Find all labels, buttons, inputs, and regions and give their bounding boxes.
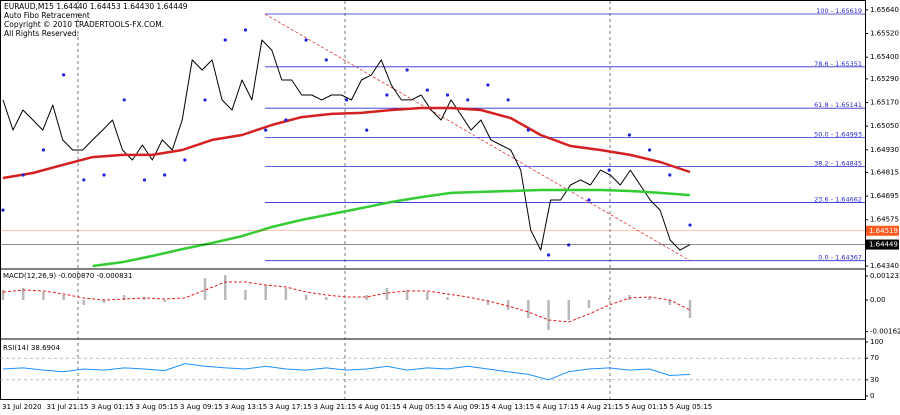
sar-dot: [627, 133, 631, 137]
time-label: 3 Aug 17:15: [269, 403, 312, 411]
fibo-label: 61.8 - 1.65141: [814, 101, 862, 109]
panel-title: MACD(12,26,9) -0.000870 -0.000831: [3, 272, 132, 280]
sar-dot: [587, 198, 591, 202]
y-tick-label: 1.65520: [870, 30, 899, 38]
sar-dot: [41, 148, 46, 152]
sar-dot: [688, 223, 692, 227]
sar-dot: [324, 58, 328, 62]
y-tick-label: 1.65170: [870, 98, 899, 106]
time-label: 4 Aug 09:15: [447, 403, 490, 411]
y-tick-label: 1.64930: [870, 146, 899, 154]
fibo-label: 100 - 1.65619: [816, 7, 862, 15]
sar-dot: [425, 88, 429, 92]
sar-dot: [223, 38, 227, 42]
series-line: [2, 363, 691, 381]
info-text: All Rights Reserved.: [4, 29, 79, 38]
y-tick-label: 1.64340: [870, 262, 899, 270]
sar-dot: [486, 83, 490, 87]
sar-dot: [102, 173, 106, 177]
y-tick-label: 1.65290: [870, 75, 899, 83]
time-label: 4 Aug 13:15: [492, 403, 535, 411]
y-tick-label: 1.64695: [870, 192, 899, 200]
frame: [0, 0, 866, 400]
info-text: Auto Fibo Retracement: [4, 11, 90, 20]
time-label: 4 Aug 05:15: [403, 403, 446, 411]
sar-dot: [21, 173, 25, 177]
price-box: [866, 225, 899, 236]
fibo-label: 23.6 - 1.64662: [814, 196, 862, 204]
y-tick-label: -0.001621: [870, 328, 900, 336]
price-box-label: 1.64519: [869, 227, 898, 235]
sar-dot: [304, 38, 308, 42]
sar-dot: [506, 98, 510, 102]
time-label: 31 Jul 2020: [2, 403, 42, 411]
sar-dot: [385, 93, 389, 97]
sar-dot: [567, 243, 571, 247]
time-label: 4 Aug 01:15: [358, 403, 401, 411]
sar-dot: [284, 118, 288, 122]
sar-dot: [163, 173, 167, 177]
price-box: [866, 239, 899, 250]
time-label: 5 Aug 05:15: [670, 403, 713, 411]
fibo-label: 78.6 - 1.65351: [814, 60, 862, 68]
sar-dot: [183, 158, 187, 162]
sar-dot: [203, 98, 207, 102]
sar-dot: [142, 178, 147, 182]
time-label: 3 Aug 21:15: [314, 403, 357, 411]
sar-dot: [445, 93, 450, 97]
time-label: 4 Aug 17:15: [536, 403, 579, 411]
y-tick-label: 70: [870, 354, 879, 362]
sar-dot: [243, 28, 248, 32]
time-label: 3 Aug 13:15: [225, 403, 268, 411]
time-label: 3 Aug 05:15: [136, 403, 179, 411]
sar-dot: [546, 253, 551, 257]
sar-dot: [344, 98, 349, 102]
y-tick-label: 30: [870, 376, 879, 384]
time-label: 3 Aug 01:15: [91, 403, 134, 411]
sar-dot: [264, 128, 268, 132]
time-label: 5 Aug 01:15: [625, 403, 668, 411]
time-label: 3 Aug 09:15: [180, 403, 223, 411]
time-label: 31 Jul 21:15: [47, 403, 89, 411]
y-tick-label: 100: [870, 338, 883, 346]
sar-dot: [405, 68, 409, 72]
sar-dot: [647, 148, 652, 152]
series-line: [2, 281, 691, 323]
fibo-label: 38.2 - 1.64845: [814, 160, 862, 168]
sar-dot: [82, 178, 86, 182]
time-label: 4 Aug 21:15: [581, 403, 624, 411]
fibo-label: 50.0 - 1.64993: [814, 130, 862, 138]
series-line: [2, 39, 691, 251]
sar-dot: [607, 168, 611, 172]
sar-dot: [1, 208, 5, 212]
y-tick-label: 1.65640: [870, 6, 899, 14]
y-tick-label: 1.65050: [870, 122, 899, 130]
sar-dot: [365, 128, 369, 132]
sar-dot: [62, 73, 66, 77]
fibo-label: 0.0 - 1.64367: [818, 254, 862, 262]
y-tick-label: 1.65400: [870, 53, 899, 61]
sar-dot: [122, 98, 126, 102]
sar-dot: [526, 128, 530, 132]
panel-title: RSI(14) 38.6904: [3, 344, 60, 352]
series-line: [2, 106, 691, 180]
y-tick-label: 0.00: [870, 296, 886, 304]
sar-dot: [466, 98, 470, 102]
y-tick-label: 0: [870, 392, 874, 400]
y-tick-label: 1.64815: [870, 168, 899, 176]
info-text: EURAUD,M15 1.64440 1.64453 1.64430 1.644…: [4, 2, 188, 11]
sar-dot: [668, 173, 672, 177]
y-tick-label: 0.001233: [870, 272, 900, 280]
info-text: Copyright © 2010 TRADERTOOLS-FX.COM.: [4, 20, 164, 29]
series-line: [92, 188, 691, 268]
y-tick-label: 1.64575: [870, 216, 899, 224]
price-box-label: 1.64449: [869, 241, 898, 249]
